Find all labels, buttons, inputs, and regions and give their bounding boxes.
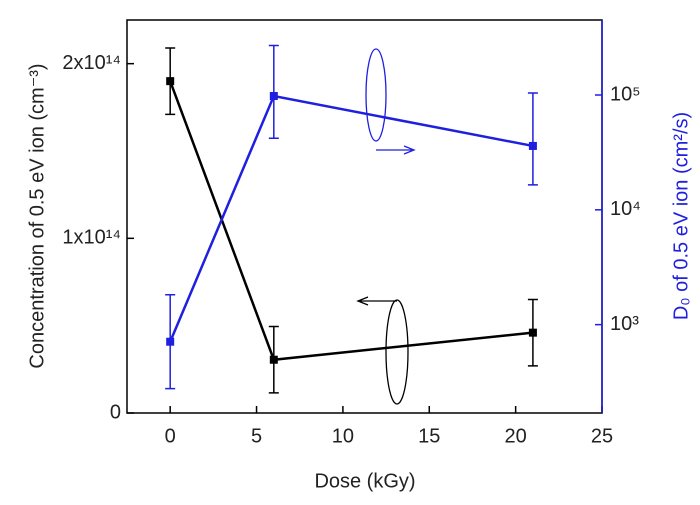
y2-tick-label: 10⁵ — [610, 83, 641, 105]
series-line — [169, 94, 534, 343]
marker — [269, 355, 278, 364]
x-tick-label: 0 — [165, 425, 176, 447]
plot-frame — [126, 19, 603, 414]
y-tick-label: 1x10¹⁴ — [62, 227, 121, 249]
annotations — [356, 48, 416, 405]
x-tick-label: 15 — [418, 425, 440, 447]
x-tick-label: 25 — [591, 425, 613, 447]
y2-axis-label: D₀ of 0.5 eV ion (cm²/s) — [670, 112, 692, 320]
y2-tick-label: 10⁴ — [610, 198, 641, 220]
marker — [528, 141, 537, 150]
marker — [166, 337, 175, 346]
y-tick-label: 2x10¹⁴ — [62, 52, 121, 74]
error-bar — [527, 92, 538, 186]
series-line — [169, 80, 534, 362]
marker — [269, 92, 278, 101]
x-axis-label: Dose (kGy) — [314, 470, 415, 492]
annotation-ellipse — [365, 48, 387, 142]
x-tick-label: 20 — [505, 425, 527, 447]
y-tick-label: 0 — [110, 401, 121, 423]
annotation-ellipse — [385, 299, 409, 405]
y2-tick-label: 10³ — [610, 313, 639, 335]
annotation-arrow — [356, 296, 397, 306]
marker — [528, 328, 537, 337]
y-axis-label: Concentration of 0.5 eV ion (cm⁻³) — [26, 63, 48, 368]
marker — [166, 77, 175, 86]
x-tick-label: 5 — [251, 425, 262, 447]
error-bar — [268, 44, 279, 140]
x-tick-label: 10 — [332, 425, 354, 447]
annotation-arrow — [376, 145, 416, 155]
